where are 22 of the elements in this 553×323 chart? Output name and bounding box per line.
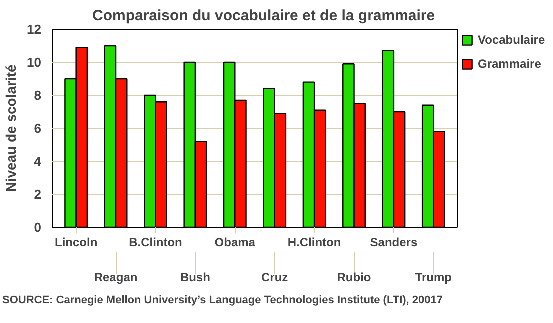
- y-tick-label: 6: [34, 121, 42, 136]
- y-axis-title: Niveau de scolarité: [3, 64, 20, 192]
- y-tick-label: 12: [27, 22, 42, 37]
- y-tick-label: 0: [34, 220, 42, 235]
- x-tick-label: Reagan: [94, 270, 138, 284]
- legend-label: Vocabulaire: [478, 33, 546, 47]
- chart-title: Comparaison du vocabulaire et de la grammaire: [92, 8, 436, 24]
- y-tick-label: 10: [27, 55, 42, 70]
- x-tick-label: Trump: [415, 270, 452, 284]
- x-tick-label: Cruz: [262, 270, 288, 284]
- y-tick-label: 4: [34, 154, 42, 169]
- y-tick-label: 8: [34, 88, 42, 103]
- x-tick-label: Bush: [180, 270, 210, 284]
- x-tick-label: B.Clinton: [129, 236, 182, 250]
- x-tick-label: H.Clinton: [288, 236, 342, 250]
- x-tick-label: Obama: [214, 236, 256, 250]
- x-tick-label: Rubio: [337, 270, 372, 284]
- source-note: SOURCE: Carnegie Mellon University’s Language Technologies Institute (LTI), 20017: [2, 294, 443, 306]
- legend-label: Grammaire: [478, 57, 542, 71]
- y-tick-label: 2: [34, 187, 42, 202]
- x-tick-label: Lincoln: [54, 236, 98, 250]
- x-tick-label: Sanders: [370, 236, 418, 250]
